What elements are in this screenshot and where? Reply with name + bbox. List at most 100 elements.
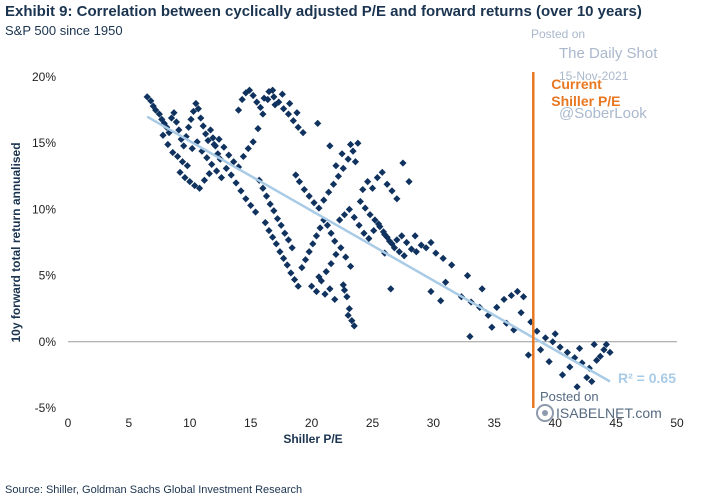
data-point [366,211,374,219]
data-point [345,205,353,213]
data-point [276,248,284,256]
data-point [176,168,184,176]
isabelnet-logo-icon [536,404,554,422]
data-point [549,338,557,346]
data-point [583,373,591,382]
data-points [143,86,614,391]
data-point [234,106,243,114]
data-point [175,126,183,134]
data-point [287,269,295,277]
data-point [332,250,340,259]
y-tick-label: 5% [39,269,57,283]
data-point [192,99,200,108]
watermark-posted-on-top: Posted on [531,27,585,41]
data-point [217,174,226,182]
data-point [254,125,262,133]
data-point [448,261,456,269]
data-point [238,95,246,104]
data-point [593,356,601,364]
data-point [191,181,199,190]
data-point [203,154,211,162]
data-point [174,152,182,161]
x-tick-label: 45 [609,416,623,430]
y-tick-label: 15% [32,136,56,150]
r-squared-label: R² = 0.65 [618,370,676,386]
data-point [183,162,191,170]
data-point [155,110,163,118]
data-point [225,151,233,159]
data-point [215,135,223,143]
data-point [417,241,425,249]
data-point [321,290,329,298]
data-point [378,168,386,176]
data-point [326,285,334,293]
data-point [325,188,333,196]
data-point [524,351,533,359]
x-tick-label: 35 [488,416,502,430]
data-point [294,282,302,290]
data-point [427,238,435,247]
data-point [339,281,347,289]
data-point [334,172,342,180]
data-point [573,383,581,391]
x-tick-label: 20 [305,416,319,430]
data-point [407,245,416,253]
data-point [600,346,608,354]
data-point [247,201,255,210]
x-tick-label: 25 [366,416,380,430]
data-point [281,229,289,237]
x-tick-label: 10 [183,416,197,430]
data-point [427,287,435,296]
data-point [374,220,383,228]
data-point [220,143,228,151]
data-point [315,273,323,281]
data-point [249,91,257,100]
data-point [388,187,396,195]
data-point [301,256,310,264]
watermark-date: 15-Nov-2021 [559,69,629,83]
data-point [439,254,447,262]
data-point [305,248,313,256]
data-point [312,232,321,240]
data-point [322,268,330,276]
data-point [348,317,356,325]
data-point [230,158,238,166]
data-point [170,109,178,117]
data-point [399,159,407,167]
data-point [403,238,411,247]
data-point [478,285,486,293]
data-point [327,260,335,268]
data-point [178,158,187,166]
data-point [339,164,347,172]
data-point [545,358,553,366]
data-point [212,167,221,175]
data-point [172,118,181,126]
data-point [299,129,307,137]
data-point [371,216,379,224]
data-point [202,130,210,138]
data-point [262,192,271,200]
data-point [232,179,240,187]
data-point [379,228,388,236]
data-point [329,180,338,188]
data-point [337,244,345,252]
data-point [398,232,406,240]
data-point [395,248,403,256]
x-tick-label: 50 [670,416,684,430]
data-point [340,211,349,219]
data-point [298,264,306,272]
data-point [189,107,198,116]
data-point [368,184,377,192]
data-point [186,177,194,186]
data-point [315,204,323,212]
data-point [365,234,373,243]
data-point [261,219,269,227]
data-point [411,232,419,240]
data-point [265,87,273,96]
data-point [441,278,450,286]
data-point [206,126,215,134]
data-point [596,352,604,360]
data-point [566,363,574,371]
data-point [266,200,274,208]
data-point [292,171,300,179]
